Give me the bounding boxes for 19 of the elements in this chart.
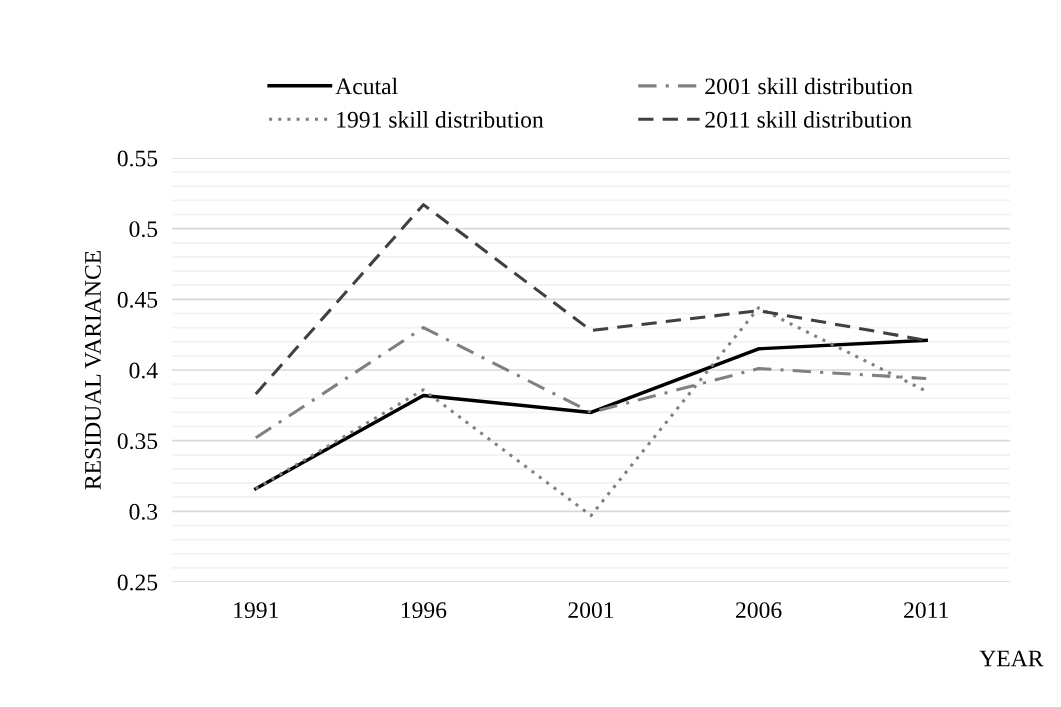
y-tick-label: 0.3: [129, 503, 158, 520]
y-tick-label: 0.45: [117, 291, 158, 308]
x-tick-label: 1991: [234, 602, 278, 619]
x-tick-label: 2006: [736, 602, 782, 619]
y-axis-title: RESIDUAL VARIANCE: [85, 251, 102, 490]
y-tick-label: 0.5: [129, 221, 158, 238]
x-tick-label: 2001: [568, 602, 614, 619]
legend-label: 2001 skill distribution: [705, 77, 913, 95]
line-series: [254, 338, 928, 491]
y-tick-label: 0.35: [117, 433, 158, 450]
x-axis-title: YEAR: [979, 650, 1044, 667]
legend-label: 1991 skill distribution: [337, 111, 544, 128]
y-tick-label: 0.55: [117, 150, 158, 167]
x-tick-label: 1996: [401, 602, 447, 619]
y-tick-label: 0.25: [117, 574, 158, 591]
y-tick-label: 0.4: [129, 362, 158, 379]
x-tick-label: 2011: [904, 602, 948, 619]
legend-label: Acutal: [335, 77, 398, 95]
legend-label: 2011 skill distribution: [705, 111, 912, 128]
